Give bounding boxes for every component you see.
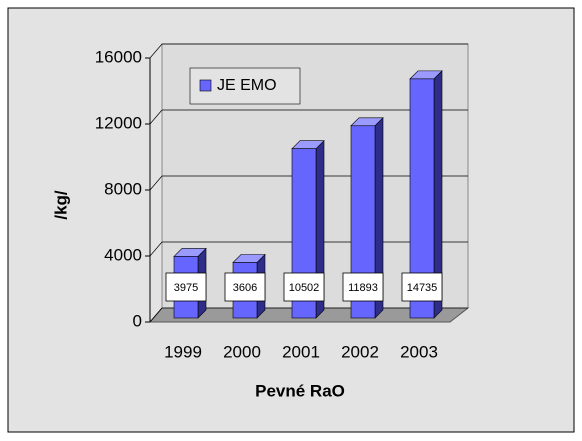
x-tick-label: 2000 — [223, 342, 261, 361]
x-axis-title: Pevné RaO — [255, 381, 345, 400]
x-tick-label: 2003 — [400, 342, 438, 361]
x-tick-label: 2001 — [282, 342, 320, 361]
data-label: 10502 — [289, 282, 320, 294]
y-tick-label: 12000 — [95, 113, 142, 132]
data-label-box — [224, 272, 266, 302]
data-label-box — [342, 272, 384, 302]
y-tick-label: 4000 — [104, 245, 142, 264]
x-tick-label: 1999 — [164, 342, 202, 361]
data-label-box — [283, 272, 325, 302]
data-label: 3606 — [233, 282, 257, 294]
data-label: 11893 — [348, 282, 378, 294]
data-label: 3975 — [174, 282, 198, 294]
y-tick-label: 8000 — [104, 179, 142, 198]
grid-line — [149, 241, 163, 257]
grid-line — [149, 307, 163, 323]
y-axis-title: /kg/ — [51, 190, 70, 220]
y-tick-label: 16000 — [95, 47, 142, 66]
grid-line — [149, 109, 163, 125]
data-label-box — [401, 272, 443, 302]
grid-line — [149, 43, 163, 59]
x-tick-label: 2002 — [341, 342, 379, 361]
data-label: 14735 — [407, 282, 438, 294]
data-label-box — [165, 272, 207, 302]
legend-swatch — [199, 79, 212, 92]
grid-line — [149, 175, 163, 191]
y-tick-label: 0 — [133, 311, 142, 330]
legend-label: JE EMO — [217, 77, 277, 94]
